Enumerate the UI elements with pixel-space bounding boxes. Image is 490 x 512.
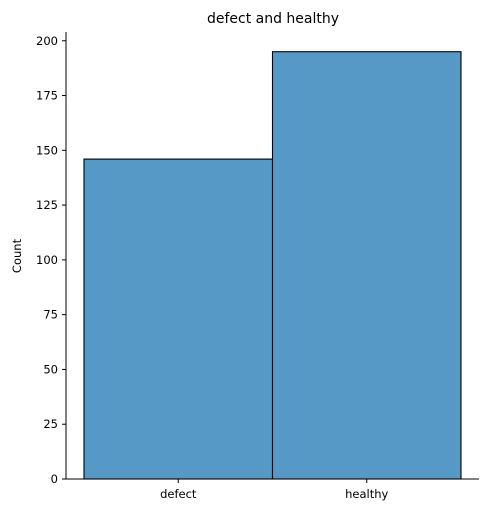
x-ticks-group: defect healthy: [160, 479, 389, 501]
x-tick-label-healthy: healthy: [345, 487, 388, 501]
y-tick-label: 175: [36, 89, 58, 103]
y-tick-label: 100: [36, 253, 58, 267]
y-axis-label: Count: [10, 238, 24, 273]
y-tick-label: 200: [36, 34, 58, 48]
bar-healthy: [271, 51, 462, 480]
y-tick-label: 50: [43, 362, 58, 376]
chart-title: defect and healthy: [207, 11, 339, 27]
y-tick-label: 25: [43, 417, 58, 431]
x-tick-label-defect: defect: [160, 487, 197, 501]
y-tick-label: 150: [36, 143, 58, 157]
bars-group: [83, 51, 462, 480]
y-tick-label: 0: [51, 472, 58, 486]
y-tick-label: 75: [43, 308, 58, 322]
y-ticks-group: 0 25 50 75 100 125 150 175 200: [36, 34, 66, 486]
y-tick-label: 125: [36, 198, 58, 212]
bar-defect: [83, 158, 274, 480]
